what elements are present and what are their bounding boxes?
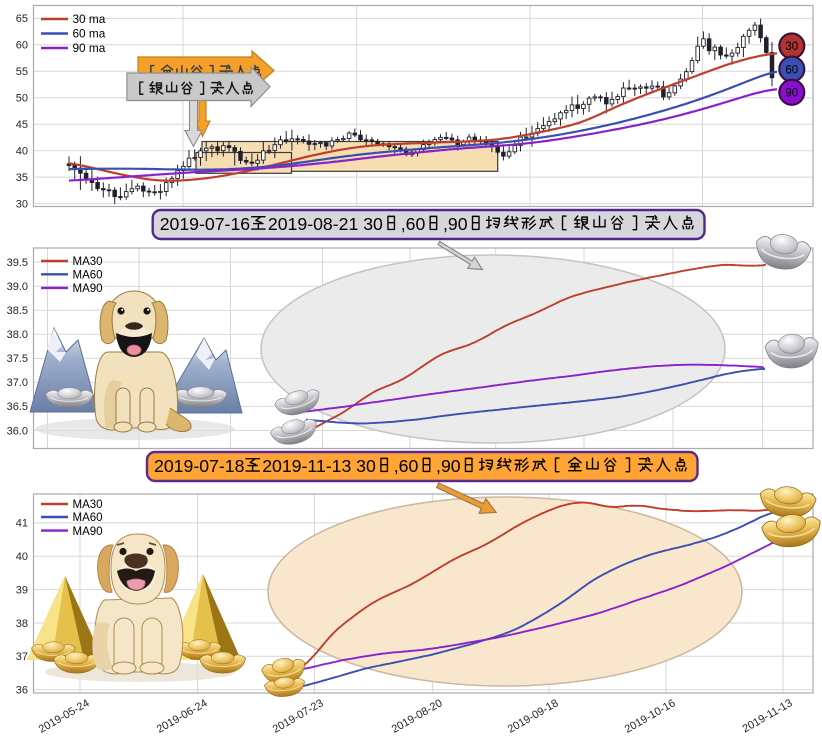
svg-text:60: 60 [16,40,28,52]
svg-text:41: 41 [16,518,28,530]
svg-text:,90: ,90 [436,456,461,476]
svg-text:,60: ,60 [401,214,426,234]
svg-text:2019-11-13 30: 2019-11-13 30 [262,456,376,476]
svg-text:36.0: 36.0 [7,425,28,437]
svg-text:36: 36 [16,685,28,697]
svg-text:,60: ,60 [394,456,419,476]
svg-text:45: 45 [16,119,28,131]
svg-text:90: 90 [785,88,798,100]
svg-text:55: 55 [16,66,28,78]
svg-text:37.5: 37.5 [7,353,28,365]
svg-text:50: 50 [16,93,28,105]
svg-text:39: 39 [16,584,28,596]
svg-text:30: 30 [785,41,798,53]
svg-text:90 ma: 90 ma [73,41,106,55]
svg-text:38.0: 38.0 [7,329,28,341]
svg-text:39.5: 39.5 [7,257,28,269]
svg-text:37: 37 [16,651,28,663]
svg-text:38.5: 38.5 [7,305,28,317]
svg-text:39.0: 39.0 [7,281,28,293]
svg-text:2019-07-18: 2019-07-18 [154,456,245,476]
svg-text:MA30: MA30 [73,256,103,268]
svg-text:37.0: 37.0 [7,377,28,389]
svg-text:36.5: 36.5 [7,401,28,413]
svg-text:60: 60 [785,64,798,76]
svg-text:2019-07-16: 2019-07-16 [160,214,251,234]
svg-text:40: 40 [16,551,28,563]
svg-text:MA60: MA60 [73,512,103,524]
svg-text:40: 40 [16,146,28,158]
svg-text:MA60: MA60 [73,270,103,282]
svg-text:30: 30 [16,198,28,210]
svg-text:35: 35 [16,172,28,184]
svg-text:MA30: MA30 [73,499,103,511]
svg-text:2019-08-21 30: 2019-08-21 30 [268,214,383,234]
svg-text:MA90: MA90 [73,526,103,538]
svg-text:MA90: MA90 [73,283,103,295]
svg-text:38: 38 [16,618,28,630]
svg-text:,90: ,90 [443,214,468,234]
svg-text:30 ma: 30 ma [73,12,106,26]
svg-text:60 ma: 60 ma [73,27,106,41]
svg-text:65: 65 [16,13,28,25]
